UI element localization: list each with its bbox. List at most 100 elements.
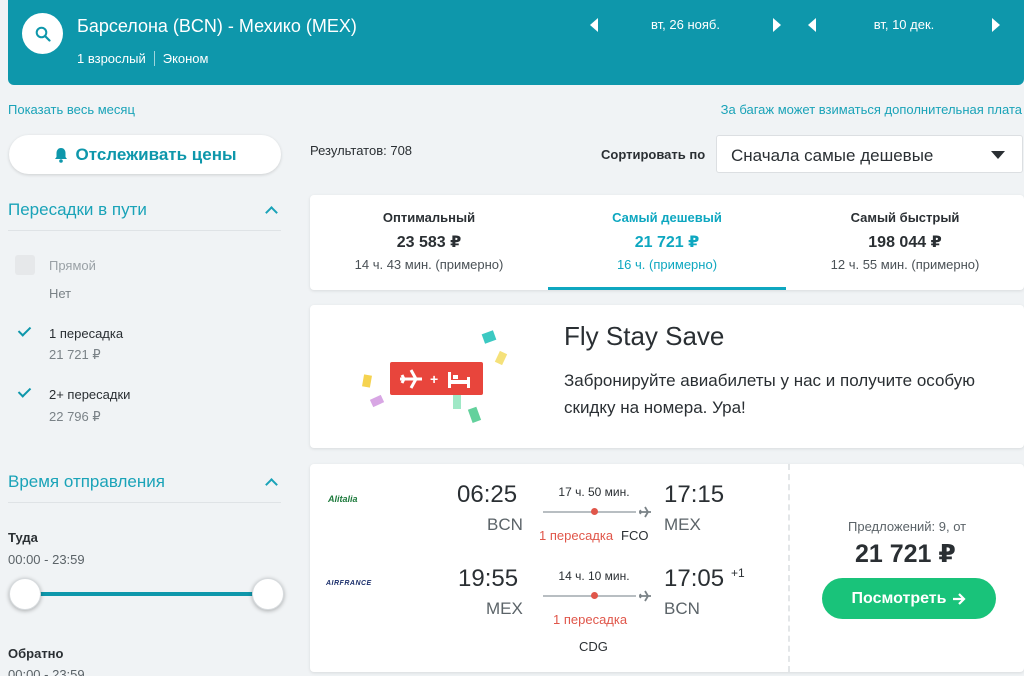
chevron-up-icon[interactable] bbox=[265, 206, 278, 219]
stop-airport: CDG bbox=[579, 639, 608, 654]
tab-duration: 12 ч. 55 мин. (примерно) bbox=[830, 257, 980, 272]
show-month-link[interactable]: Показать весь месяц bbox=[8, 102, 135, 117]
depart-time: 06:25 bbox=[457, 481, 518, 508]
slider-max-handle[interactable] bbox=[252, 578, 284, 610]
next-day-indicator: +1 bbox=[731, 566, 745, 580]
one-stop-checkbox[interactable] bbox=[15, 322, 35, 342]
flight-duration: 17 ч. 50 мин. bbox=[558, 485, 630, 499]
tab-duration: 14 ч. 43 мин. (примерно) bbox=[354, 257, 504, 272]
airplane-icon bbox=[400, 369, 422, 389]
depart-date-nav: вт, 26 нояб. bbox=[590, 17, 781, 32]
sort-value: Сначала самые дешевые bbox=[731, 146, 934, 165]
ticket-divider bbox=[788, 464, 790, 672]
offers-count: Предложений: 9, от bbox=[848, 519, 967, 534]
tab-cheapest[interactable]: Самый дешевый 21 721 ₽ 16 ч. (примерно) bbox=[548, 195, 786, 290]
tab-title: Оптимальный bbox=[382, 210, 476, 225]
promo-banner[interactable]: + Fly Stay Save Забронируйте авиабилеты … bbox=[310, 305, 1024, 448]
sort-tabs: Оптимальный 23 583 ₽ 14 ч. 43 мин. (прим… bbox=[310, 195, 1024, 290]
direct-checkbox[interactable] bbox=[15, 255, 35, 275]
airline-logo-airfrance: AIRFRANCE bbox=[326, 580, 372, 587]
chevron-up-icon[interactable] bbox=[265, 478, 278, 491]
flight-line bbox=[543, 595, 636, 597]
divider bbox=[8, 230, 281, 231]
passengers-label: 1 взрослый bbox=[77, 51, 146, 66]
promo-text: Забронируйте авиабилеты у нас и получите… bbox=[564, 371, 976, 417]
search-icon bbox=[35, 26, 51, 42]
tab-optimal[interactable]: Оптимальный 23 583 ₽ 14 ч. 43 мин. (прим… bbox=[310, 195, 548, 290]
departure-time-filter-title[interactable]: Время отправления bbox=[8, 472, 165, 491]
outbound-time-slider[interactable] bbox=[25, 592, 269, 596]
flight-line bbox=[543, 511, 636, 513]
depart-date[interactable]: вт, 26 нояб. bbox=[651, 17, 720, 32]
prev-return-date-button[interactable] bbox=[808, 17, 816, 32]
cabin-class-label: Эконом bbox=[162, 51, 209, 66]
chevron-down-icon bbox=[991, 151, 1005, 159]
results-count: Результатов: 708 bbox=[310, 143, 413, 158]
stops-filter-title[interactable]: Пересадки в пути bbox=[8, 200, 147, 219]
flight-hotel-promo-illustration: + bbox=[362, 330, 508, 423]
arrive-time: 17:15 bbox=[664, 481, 725, 508]
arrow-right-icon bbox=[953, 592, 967, 605]
tab-price: 21 721 ₽ bbox=[634, 234, 700, 251]
arrive-airport: BCN bbox=[664, 599, 700, 618]
arrive-airport: MEX bbox=[664, 515, 701, 534]
one-stop-label: 1 пересадка bbox=[49, 326, 124, 341]
promo-title: Fly Stay Save bbox=[564, 321, 725, 351]
stop-airport: FCO bbox=[621, 528, 649, 543]
tab-price: 23 583 ₽ bbox=[396, 234, 462, 251]
stop-dot bbox=[591, 592, 598, 599]
sort-label: Сортировать по bbox=[601, 147, 706, 162]
search-header: Барселона (BCN) - Мехико (MEX) 1 взрослы… bbox=[8, 0, 1024, 85]
return-time-range: 00:00 - 23:59 bbox=[8, 667, 85, 676]
tab-title: Самый быстрый bbox=[850, 210, 960, 225]
depart-airport: BCN bbox=[487, 515, 523, 534]
view-deal-button[interactable]: Посмотреть bbox=[822, 578, 996, 619]
return-date-nav: вт, 10 дек. bbox=[808, 17, 1000, 32]
baggage-fee-link[interactable]: За багаж может взиматься дополнительная … bbox=[720, 102, 1022, 117]
divider bbox=[8, 502, 281, 503]
tab-duration: 16 ч. (примерно) bbox=[616, 257, 718, 272]
tab-fastest[interactable]: Самый быстрый 198 044 ₽ 12 ч. 55 мин. (п… bbox=[786, 195, 1024, 290]
stop-dot bbox=[591, 508, 598, 515]
search-details[interactable]: 1 взрослый Эконом bbox=[77, 51, 208, 66]
plane-icon bbox=[639, 506, 651, 518]
two-plus-stops-checkbox[interactable] bbox=[15, 383, 35, 403]
airline-name: Alitalia bbox=[328, 494, 358, 504]
two-plus-stops-label: 2+ пересадки bbox=[49, 387, 131, 402]
depart-airport: MEX bbox=[486, 599, 523, 618]
return-date[interactable]: вт, 10 дек. bbox=[873, 17, 935, 32]
slider-min-handle[interactable] bbox=[9, 578, 41, 610]
stops-label: 1 пересадка bbox=[539, 528, 614, 543]
stops-label: 1 пересадка bbox=[553, 612, 628, 627]
bell-icon bbox=[54, 147, 67, 163]
track-prices-label: Отслеживать цены bbox=[75, 144, 237, 164]
arrive-time: 17:05 bbox=[664, 565, 725, 592]
flight-duration: 14 ч. 10 мин. bbox=[558, 569, 630, 583]
track-prices-button[interactable]: Отслеживать цены bbox=[9, 135, 281, 174]
depart-time: 19:55 bbox=[458, 565, 519, 592]
next-return-date-button[interactable] bbox=[992, 17, 1000, 32]
airline-logo-alitalia: Alitalia bbox=[328, 494, 358, 504]
sort-select[interactable]: Сначала самые дешевые bbox=[716, 135, 1023, 173]
search-button[interactable] bbox=[22, 13, 63, 54]
direct-label: Прямой bbox=[49, 258, 96, 273]
view-deal-label: Посмотреть bbox=[851, 589, 947, 607]
tab-price: 198 044 ₽ bbox=[868, 234, 942, 251]
airline-name: AIRFRANCE bbox=[326, 580, 372, 587]
bed-icon bbox=[448, 372, 470, 388]
direct-price: Нет bbox=[49, 286, 72, 301]
outbound-label: Туда bbox=[8, 530, 38, 545]
one-stop-price: 21 721 ₽ bbox=[49, 347, 101, 362]
two-plus-stops-price: 22 796 ₽ bbox=[49, 409, 101, 424]
route-title[interactable]: Барселона (BCN) - Мехико (MEX) bbox=[77, 16, 357, 36]
return-label: Обратно bbox=[8, 646, 64, 661]
prev-depart-date-button[interactable] bbox=[590, 17, 598, 32]
tab-title: Самый дешевый bbox=[612, 210, 722, 225]
divider bbox=[153, 51, 155, 66]
svg-text:+: + bbox=[430, 371, 438, 387]
ticket-price: 21 721 ₽ bbox=[855, 540, 956, 568]
ticket-card[interactable]: Alitalia 06:25 BCN 17 ч. 50 мин. 17:15 M… bbox=[310, 464, 1024, 672]
next-depart-date-button[interactable] bbox=[773, 17, 781, 32]
plane-icon bbox=[639, 590, 651, 602]
outbound-time-range: 00:00 - 23:59 bbox=[8, 552, 85, 567]
